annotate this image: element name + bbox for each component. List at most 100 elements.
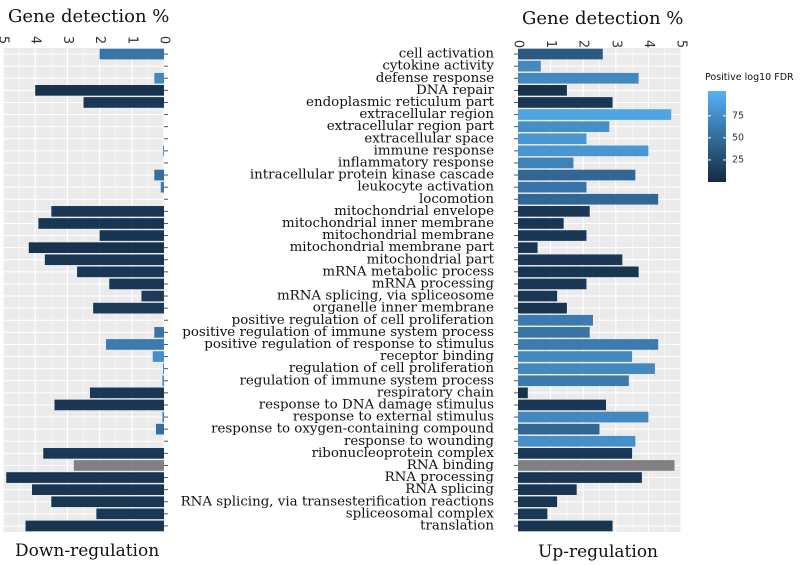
category-label: mRNA processing [372,276,495,291]
right-bar [518,496,558,508]
right-bar [518,423,600,435]
category-label: intracellular protein kinase cascade [250,168,494,183]
right-bar [518,218,564,229]
right-bar [518,121,610,132]
left-bar [154,169,164,181]
right-chart-caption: Up-regulation [538,542,658,562]
right-bar [518,411,649,423]
left-bar [44,254,164,266]
right-bar [518,85,567,96]
right-bar [518,375,629,387]
category-label: cell activation [399,47,495,62]
left-bar [109,278,164,290]
category-label: endoplasmic reticulum part [306,95,495,110]
category-label: response to DNA damage stimulus [259,397,494,412]
category-label: ribonucleoprotein complex [312,446,495,461]
legend-title: Positive log10 FDR [705,72,794,83]
category-label: mitochondrial envelope [334,204,494,219]
right-bar [518,230,587,241]
category-label: response to wounding [344,434,494,449]
right-bar [518,435,636,447]
left-bar [43,448,164,459]
right-bar [518,109,672,120]
down-regulation-panel: 5 4 3 2 1 0 [0,36,172,532]
category-label: defense response [376,71,494,86]
right-bar [518,60,541,72]
right-bar [518,508,548,520]
left-bar [141,290,164,302]
category-label: extracellular region part [327,119,495,134]
left-bar [35,85,165,96]
category-label: immune response [374,143,494,158]
category-label: spliceosomal complex [346,506,495,521]
right-bar [518,133,587,145]
left-bar [162,375,164,387]
left-x-tick-label: 4 [28,36,43,44]
left-x-tick-label: 2 [92,36,107,44]
left-bar [83,97,164,108]
left-bar [93,302,164,314]
legend-tick-label: 25 [732,154,744,165]
category-label: RNA splicing, via transesterification re… [181,494,495,509]
right-bar [518,181,587,193]
left-bar [163,145,164,157]
right-bar [518,97,613,108]
right-bar [518,72,639,84]
category-label: receptor binding [380,349,494,364]
category-label: RNA binding [407,458,495,473]
category-label: mitochondrial membrane part [290,240,495,255]
left-bar [51,496,164,508]
left-bar [77,266,164,278]
left-bar [160,181,164,193]
left-bar [89,387,164,399]
right-x-tick-label: 0 [511,40,526,48]
legend-tick-label: 50 [732,132,744,143]
left-bar [155,423,164,435]
left-bar [163,363,164,374]
left-bar [38,218,164,229]
category-label: locomotion [419,192,494,207]
right-bar [518,363,655,374]
right-chart-title: Gene detection % [522,8,683,29]
right-bar [518,254,623,266]
right-bar [518,206,590,217]
left-bar [106,339,164,350]
right-bar [518,339,659,350]
category-label: response to external stimulus [293,410,494,425]
left-bar [25,520,165,532]
left-bar [51,206,164,217]
category-label: RNA processing [385,470,495,485]
right-bar [518,266,639,278]
left-bar [99,230,164,241]
right-bar [518,520,613,532]
category-label: cytokine activity [382,59,494,74]
right-bar [518,302,567,314]
left-bar [96,508,164,520]
right-x-tick-label: 2 [576,40,591,48]
category-label: positive regulation of cell proliferatio… [232,313,495,328]
category-label: translation [420,518,494,533]
right-bar [518,169,636,181]
left-bar [28,242,165,253]
right-bar [518,193,659,205]
right-x-tick-label: 4 [641,40,656,48]
category-label: positive regulation of response to stimu… [204,337,494,352]
left-chart-title: Gene detection % [8,6,169,27]
category-label: respiratory chain [377,385,494,400]
right-bar [518,157,574,169]
left-bar [31,484,165,495]
category-label: mRNA splicing, via spliceosome [277,289,494,304]
right-x-tick-label: 3 [608,40,623,48]
left-bar [162,411,164,423]
left-x-tick-label: 1 [124,36,139,44]
up-regulation-panel: 0 1 2 3 4 5 [511,40,689,532]
category-label: regulation of immune system process [239,373,494,388]
right-bar [518,460,675,471]
left-chart-caption: Down-regulation [15,541,159,561]
right-bar [518,448,633,459]
category-label: organelle inner membrane [313,301,494,316]
right-bar [518,399,607,411]
category-label: positive regulation of immune system pro… [182,325,494,340]
